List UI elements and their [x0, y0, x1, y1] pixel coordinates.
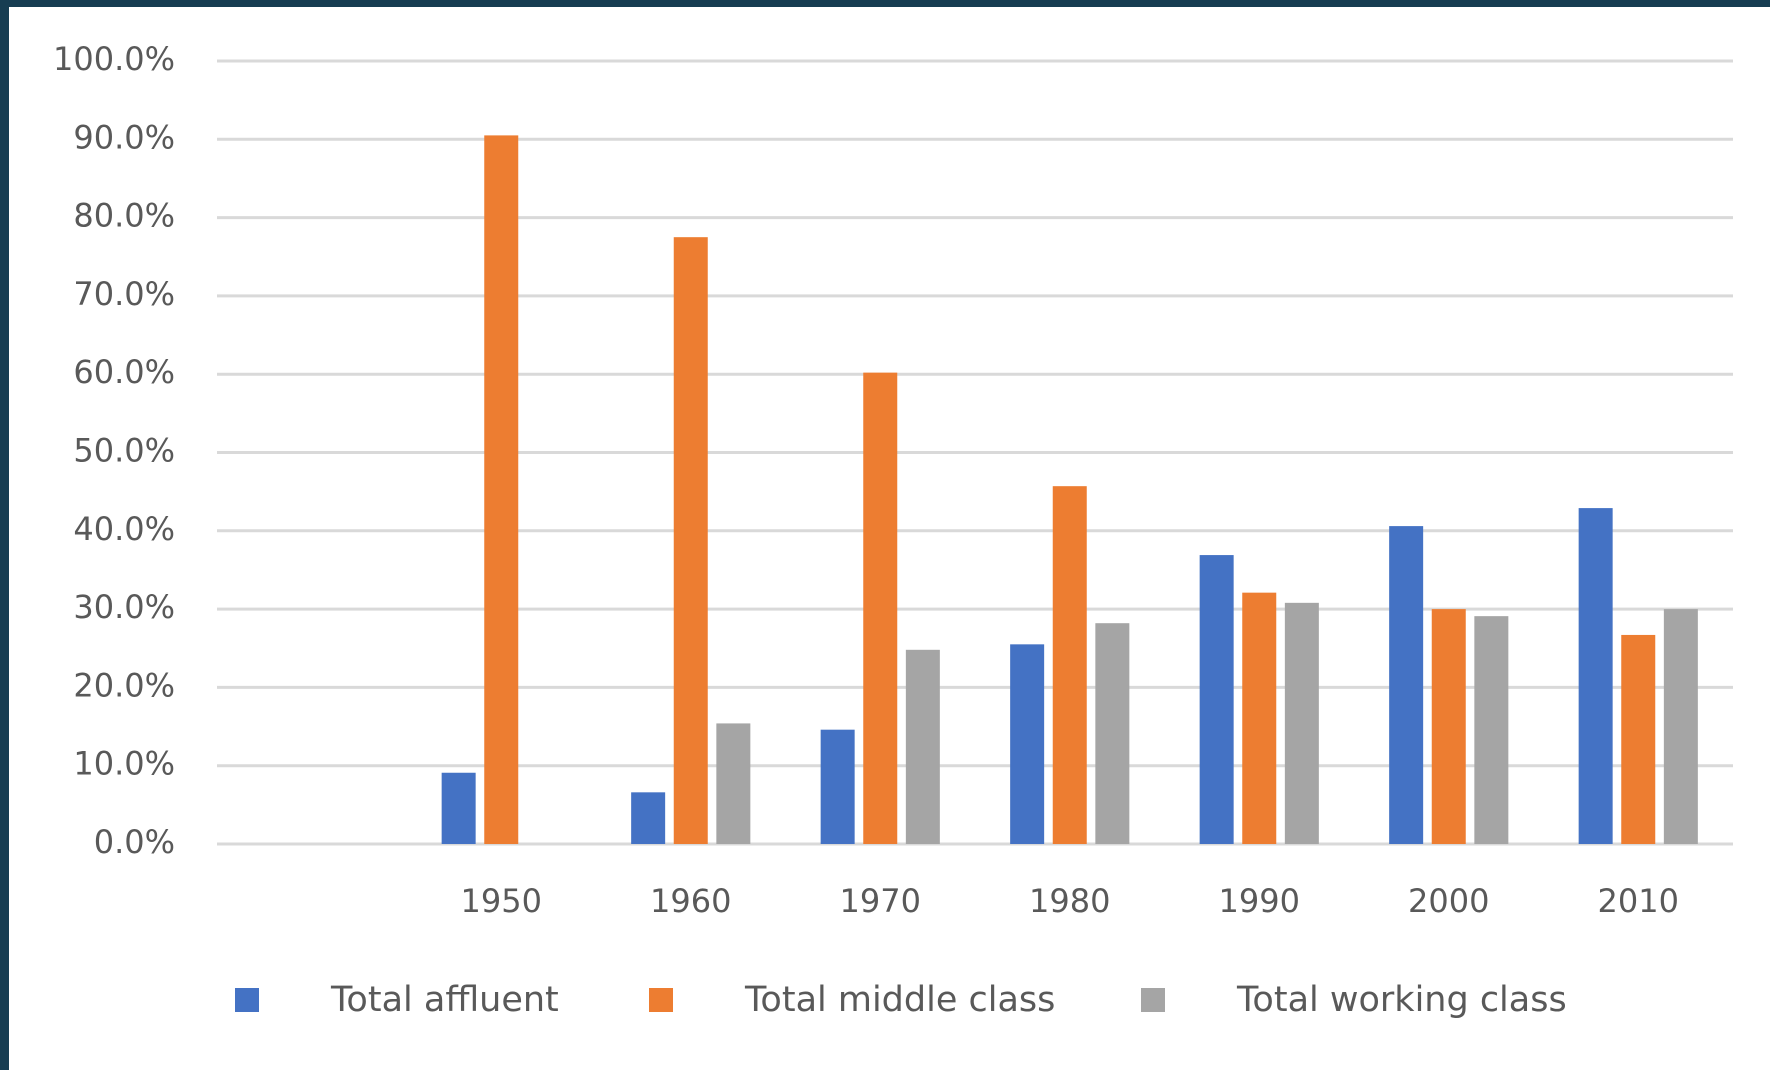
x-tick-label: 1970 — [840, 882, 921, 920]
legend-swatch — [235, 988, 259, 1012]
y-tick-label: 90.0% — [73, 118, 175, 156]
bar — [673, 237, 708, 845]
bar — [441, 772, 476, 844]
x-tick-label: 2000 — [1408, 882, 1489, 920]
y-tick-label: 40.0% — [73, 510, 175, 548]
x-tick-label: 1990 — [1219, 882, 1300, 920]
y-tick-label: 50.0% — [73, 432, 175, 470]
legend-label: Total middle class — [744, 980, 1055, 1020]
bar — [1199, 555, 1234, 844]
bar — [631, 792, 666, 844]
bar — [1284, 602, 1319, 844]
bar — [1578, 508, 1613, 844]
x-tick-label: 1960 — [650, 882, 731, 920]
bar — [1431, 609, 1466, 844]
bar — [1474, 616, 1509, 844]
x-tick-label: 2010 — [1598, 882, 1679, 920]
y-tick-label: 70.0% — [73, 275, 175, 313]
x-tick-label: 1950 — [461, 882, 542, 920]
legend-label: Total working class — [1236, 980, 1567, 1020]
bar — [1052, 486, 1087, 844]
bar — [484, 135, 519, 844]
bar — [1095, 623, 1130, 844]
bar — [716, 723, 751, 844]
y-tick-label: 0.0% — [94, 823, 175, 861]
bar — [820, 729, 855, 844]
x-tick-label: 1980 — [1029, 882, 1110, 920]
bar — [1010, 644, 1045, 844]
bar — [863, 372, 898, 844]
y-tick-label: 100.0% — [53, 40, 175, 78]
bar — [1242, 592, 1277, 844]
bar — [1389, 526, 1424, 844]
y-tick-label: 20.0% — [73, 666, 175, 704]
bar — [1663, 609, 1698, 844]
legend-swatch — [649, 988, 673, 1012]
y-tick-label: 30.0% — [73, 588, 175, 626]
legend-swatch — [1141, 988, 1165, 1012]
bar — [1621, 634, 1656, 844]
legend-label: Total affluent — [330, 980, 559, 1020]
y-tick-label: 60.0% — [73, 353, 175, 391]
bar — [905, 649, 940, 844]
y-tick-label: 80.0% — [73, 197, 175, 235]
y-tick-label: 10.0% — [73, 745, 175, 783]
